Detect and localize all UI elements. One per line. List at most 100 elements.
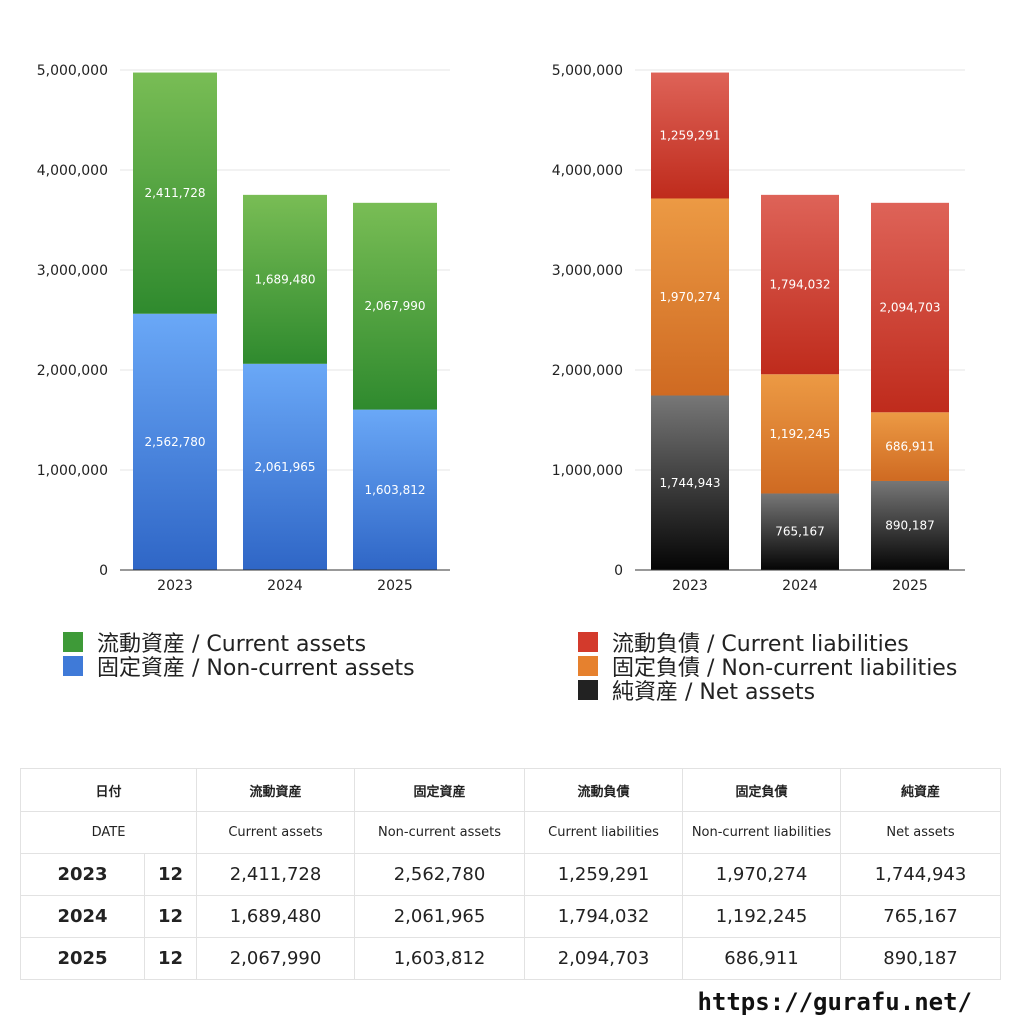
y-tick-label: 4,000,000 (552, 163, 623, 179)
cell-current-assets: 2,067,990 (196, 937, 356, 980)
data-label: 2,067,990 (364, 299, 425, 313)
cell-non-current-liabilities: 1,192,245 (682, 895, 842, 938)
data-label: 2,061,965 (254, 460, 315, 474)
bar-segment (871, 202, 949, 413)
bar-segment (871, 480, 949, 570)
y-tick-label: 4,000,000 (37, 163, 108, 179)
cell-year: 2023 (20, 853, 145, 896)
bar-segment (243, 363, 327, 570)
site-url-link[interactable]: https://gurafu.net/ (697, 988, 972, 1016)
y-tick-label: 1,000,000 (37, 463, 108, 479)
data-label: 1,192,245 (769, 427, 830, 441)
table-row: 2023 12 2,411,728 2,562,780 1,259,291 1,… (20, 853, 1002, 896)
cell-month: 12 (143, 895, 198, 938)
header-net-assets-en: Net assets (840, 811, 1002, 854)
legend-liabilities: 流動負債 / Current liabilities 固定負債 / Non-cu… (578, 630, 957, 705)
header-current-liabilities-en: Current liabilities (524, 811, 684, 854)
stacked-bar-chart-2: 0 1,000,000 2,000,000 3,000,000 4,000,000 5,0… (552, 63, 965, 594)
y-tick-label: 2,000,000 (37, 363, 108, 379)
data-label: 1,970,274 (659, 290, 720, 304)
legend-item-current-assets: 流動資産 / Current assets (63, 630, 415, 657)
table-row: 2025 12 2,067,990 1,603,812 2,094,703 68… (20, 937, 1002, 980)
cell-current-assets: 2,411,728 (196, 853, 356, 896)
data-label: 1,689,480 (254, 272, 315, 286)
header-net-assets-jp: 純資産 (840, 768, 1002, 812)
legend-swatch (63, 656, 83, 676)
legend-label: 流動資産 / Current assets (97, 632, 367, 657)
balance-sheet-table: 日付 流動資産 固定資産 流動負債 固定負債 純資産 DATE Current … (19, 768, 1002, 980)
header-date-en: DATE (19, 811, 198, 854)
cell-current-liabilities: 2,094,703 (524, 937, 684, 980)
y-tick-label: 1,000,000 (552, 463, 623, 479)
y-tick-label: 2,000,000 (552, 363, 623, 379)
table-row: 2024 12 1,689,480 2,061,965 1,794,032 1,… (20, 895, 1002, 938)
legend-swatch (578, 680, 598, 700)
y-tick-label: 5,000,000 (37, 63, 108, 79)
bar-segment (353, 202, 437, 410)
cell-year: 2024 (20, 895, 145, 938)
header-current-assets-en: Current assets (196, 811, 356, 854)
legend-item-non-current-assets: 固定資産 / Non-current assets (63, 654, 415, 681)
data-label: 765,167 (775, 525, 825, 539)
cell-year: 2025 (20, 937, 145, 980)
data-label: 2,094,703 (879, 301, 940, 315)
cell-net-assets: 765,167 (840, 895, 1002, 938)
data-label: 1,259,291 (659, 129, 720, 143)
data-label: 1,744,943 (659, 476, 720, 490)
cell-non-current-liabilities: 1,970,274 (682, 853, 842, 896)
x-tick-label: 2025 (377, 578, 413, 594)
cell-non-current-assets: 1,603,812 (354, 937, 526, 980)
bar-segment (651, 72, 729, 199)
legend-label: 純資産 / Net assets (612, 680, 816, 705)
bar-segment (243, 194, 327, 364)
cell-current-liabilities: 1,259,291 (524, 853, 684, 896)
data-label: 2,411,728 (144, 186, 205, 200)
legend-item-non-current-liabilities: 固定負債 / Non-current liabilities (578, 654, 957, 681)
header-non-current-liabilities-jp: 固定負債 (682, 768, 842, 812)
data-label: 2,562,780 (144, 435, 205, 449)
cell-non-current-liabilities: 686,911 (682, 937, 842, 980)
charts-canvas: 0 1,000,000 2,000,000 3,000,000 4,000,000 5,0… (37, 63, 965, 594)
legend-item-net-assets: 純資産 / Net assets (578, 678, 957, 705)
cell-non-current-assets: 2,562,780 (354, 853, 526, 896)
data-label: 1,603,812 (364, 483, 425, 497)
bar-segment (353, 409, 437, 570)
x-tick-label: 2023 (672, 578, 708, 594)
cell-current-liabilities: 1,794,032 (524, 895, 684, 938)
legend-label: 固定負債 / Non-current liabilities (612, 656, 958, 681)
header-non-current-assets-jp: 固定資産 (354, 768, 526, 812)
legend-label: 固定資産 / Non-current assets (97, 656, 415, 681)
data-label: 686,911 (885, 440, 935, 454)
x-tick-label: 2023 (157, 578, 193, 594)
bar-segment (761, 493, 839, 570)
y-tick-label: 5,000,000 (552, 63, 623, 79)
cell-current-assets: 1,689,480 (196, 895, 356, 938)
legend-swatch (578, 656, 598, 676)
legend-label: 流動負債 / Current liabilities (612, 632, 909, 657)
data-label: 1,794,032 (769, 278, 830, 292)
legend-assets: 流動資産 / Current assets 固定資産 / Non-current… (63, 630, 415, 681)
header-current-liabilities-jp: 流動負債 (524, 768, 684, 812)
bar-segment (761, 194, 839, 375)
data-label: 890,187 (885, 518, 935, 532)
y-tick-label: 3,000,000 (552, 263, 623, 279)
bar-segment (651, 198, 729, 396)
x-tick-label: 2024 (267, 578, 303, 594)
y-tick-label: 0 (614, 563, 623, 579)
y-tick-label: 3,000,000 (37, 263, 108, 279)
x-tick-label: 2025 (892, 578, 928, 594)
y-tick-label: 0 (99, 563, 108, 579)
legend-swatch (63, 632, 83, 652)
bar-segment (133, 72, 217, 314)
bar-segment (871, 412, 949, 481)
table-header-row-en: DATE Current assets Non-current assets C… (19, 811, 1002, 854)
cell-month: 12 (143, 937, 198, 980)
table-header-row-jp: 日付 流動資産 固定資産 流動負債 固定負債 純資産 (19, 768, 1002, 812)
header-non-current-assets-en: Non-current assets (354, 811, 526, 854)
legend-item-current-liabilities: 流動負債 / Current liabilities (578, 630, 957, 657)
header-current-assets-jp: 流動資産 (196, 768, 356, 812)
bar-segment (761, 374, 839, 494)
cell-month: 12 (143, 853, 198, 896)
legend-swatch (578, 632, 598, 652)
cell-non-current-assets: 2,061,965 (354, 895, 526, 938)
